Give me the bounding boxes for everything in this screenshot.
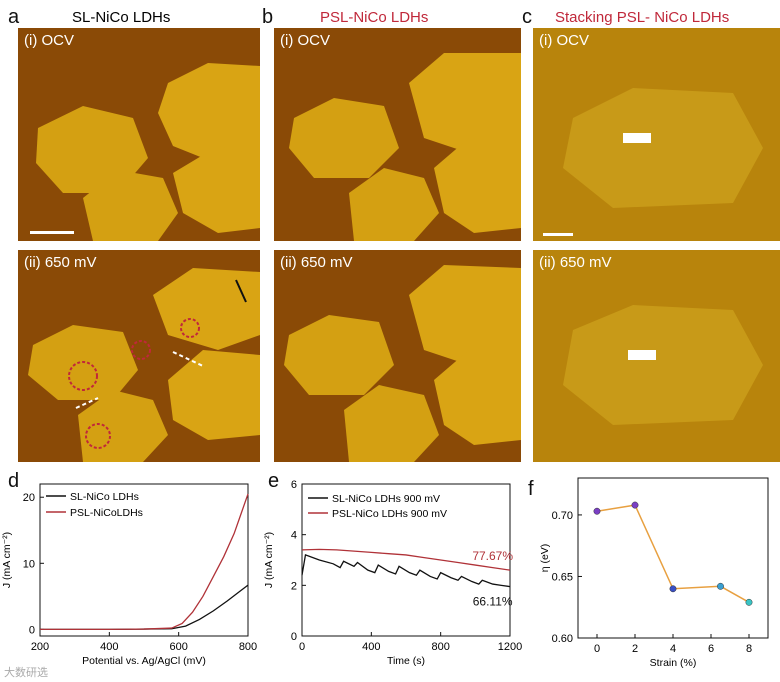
legend-label: SL-NiCo LDHs	[70, 491, 139, 503]
x-tick-label: 400	[362, 641, 380, 653]
panel-letter-b: b	[262, 6, 274, 28]
x-axis-label: Potential vs. Ag/AgCl (mV)	[82, 655, 206, 667]
y-tick-label: 0.60	[552, 633, 573, 645]
afm-image-c-ocv: (i) OCV	[533, 28, 780, 241]
x-tick-label: 0	[299, 641, 305, 653]
data-annotation: 77.67%	[472, 549, 513, 563]
afm-image-b-650mv: (ii) 650 mV	[274, 250, 521, 462]
x-axis-label: Strain (%)	[650, 657, 697, 669]
data-point	[717, 582, 724, 590]
chart-f: 0 2 4 6 8 0.60 0.65 0.70 Strain (%) η (eV)	[528, 470, 780, 676]
x-tick-label: 2	[632, 643, 638, 655]
y-tick-label: 20	[23, 492, 35, 504]
afm-scan-a2	[18, 250, 260, 462]
image-label-ocv: (i) OCV	[24, 32, 74, 49]
panel-letter-c: c	[522, 6, 532, 28]
chart-e: 0 400 800 1200 0 2 4 6 Time (s) J (mA cm⁻²) SL-NiC…	[262, 470, 524, 676]
chart-d: 200 400 600 800 0 10 20 Potential vs. Ag/AgCl (…	[0, 470, 260, 676]
column-title-b: PSL-NiCo LDHs	[320, 9, 429, 26]
column-title-c: Stacking PSL- NiCo LDHs	[555, 9, 730, 26]
plot-frame	[577, 477, 769, 639]
legend-label: PSL-NiCo LDHs 900 mV	[332, 508, 447, 520]
x-tick-label: 600	[169, 641, 187, 653]
x-tick-label: 800	[239, 641, 257, 653]
y-tick-label: 0	[291, 631, 297, 643]
series-line	[301, 548, 511, 571]
x-tick-label: 200	[31, 641, 49, 653]
data-point	[593, 507, 601, 515]
y-tick-label: 0	[29, 624, 35, 636]
data-point	[745, 598, 753, 606]
y-axis-label: J (mA cm⁻²)	[263, 532, 275, 588]
afm-image-b-ocv: (i) OCV	[274, 28, 521, 241]
column-title-a: SL-NiCo LDHs	[72, 9, 171, 26]
y-tick-label: 10	[23, 558, 35, 570]
series-line	[40, 493, 249, 631]
afm-scan-c2	[533, 250, 780, 462]
image-label-ocv: (i) OCV	[539, 32, 589, 49]
x-tick-label: 6	[708, 643, 714, 655]
x-tick-label: 4	[670, 643, 676, 655]
chart-f-svg: 0 2 4 6 8 0.60 0.65 0.70 Strain (%) η (eV)	[539, 477, 769, 669]
watermark: 大数研选	[4, 667, 48, 679]
data-annotation: 66.11%	[473, 595, 513, 609]
image-label-650mv: (ii) 650 mV	[280, 254, 353, 271]
y-tick-label: 0.70	[552, 510, 573, 522]
x-axis-label: Time (s)	[387, 655, 425, 667]
x-tick-label: 800	[431, 641, 449, 653]
y-axis-label: J (mA cm⁻²)	[1, 532, 13, 588]
image-label-650mv: (ii) 650 mV	[24, 254, 97, 271]
legend-label: SL-NiCo LDHs 900 mV	[332, 493, 440, 505]
chart-d-svg: 200 400 600 800 0 10 20 Potential vs. Ag/AgCl (…	[1, 483, 257, 667]
afm-image-a-650mv: (ii) 650 mV	[18, 250, 260, 462]
image-label-650mv: (ii) 650 mV	[539, 254, 612, 271]
legend-label: PSL-NiCoLDHs	[70, 507, 143, 519]
afm-scan-b1	[274, 28, 521, 241]
plot-frame	[39, 483, 249, 637]
series-line	[301, 554, 511, 588]
x-tick-label: 0	[594, 643, 600, 655]
afm-scan-b2	[274, 250, 521, 462]
image-label-ocv: (i) OCV	[280, 32, 330, 49]
y-axis-label: η (eV)	[539, 544, 551, 573]
afm-scan-a1	[18, 28, 260, 241]
x-tick-label: 1200	[498, 641, 522, 653]
y-tick-label: 4	[291, 530, 297, 542]
x-tick-label: 8	[746, 643, 752, 655]
panel-letter-f: f	[528, 478, 534, 500]
plot-frame	[301, 483, 511, 637]
panel-letter-e: e	[268, 470, 280, 492]
y-tick-label: 2	[291, 580, 297, 592]
afm-scan-c1	[533, 28, 780, 241]
y-tick-label: 6	[291, 479, 297, 491]
afm-image-a-ocv: (i) OCV	[18, 28, 260, 241]
series-line	[40, 584, 249, 631]
chart-e-svg: 0 400 800 1200 0 2 4 6 Time (s) J (mA cm⁻²) SL-NiC…	[263, 479, 522, 667]
y-tick-label: 0.65	[552, 571, 573, 583]
x-tick-label: 400	[100, 641, 118, 653]
data-point	[669, 585, 677, 593]
data-point	[631, 501, 639, 509]
panel-letter-a: a	[8, 6, 20, 28]
panel-letter-d: d	[8, 470, 20, 492]
afm-image-c-650mv: (ii) 650 mV	[533, 250, 780, 462]
